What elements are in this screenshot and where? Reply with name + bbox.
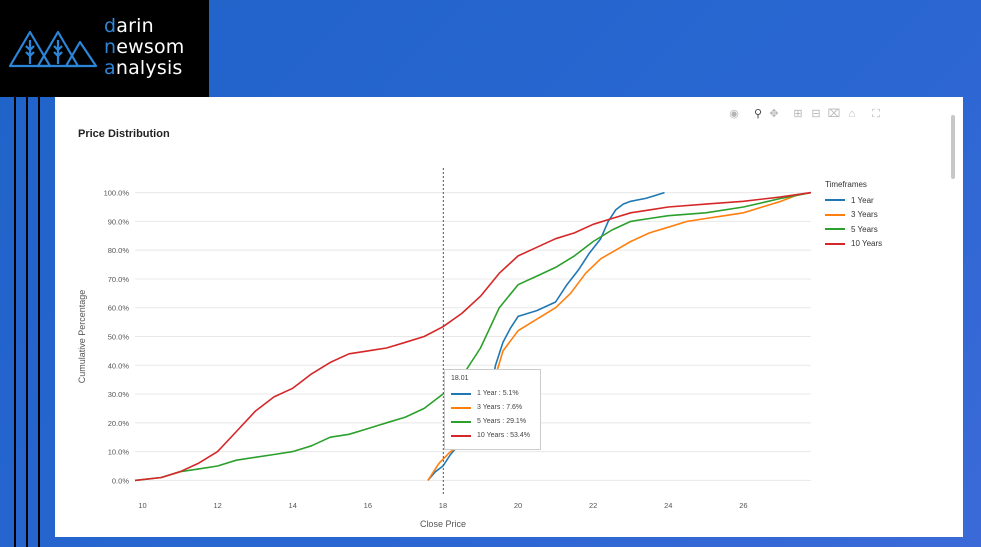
decorative-line [14,97,16,547]
y-tick-label: 30.0% [108,390,130,399]
legend-item-3-years[interactable]: 3 Years [825,208,882,223]
legend-label: 5 Years [851,224,878,234]
y-tick-label: 20.0% [108,419,130,428]
legend-item-5-years[interactable]: 5 Years [825,222,882,237]
y-tick-label: 60.0% [108,304,130,313]
y-tick-label: 0.0% [112,476,129,485]
decorative-line [38,97,40,547]
y-tick-label: 50.0% [108,333,130,342]
legend-item-10-years[interactable]: 10 Years [825,237,882,252]
brand-text: darin newsom analysis [104,15,185,79]
y-tick-label: 100.0% [104,189,130,198]
x-tick-label: 10 [138,501,146,510]
legend-item-1-year[interactable]: 1 Year [825,193,882,208]
x-tick-label: 22 [589,501,597,510]
x-axis-title: Close Price [420,519,466,529]
page-title: Price Distribution [78,128,170,140]
x-tick-label: 12 [213,501,221,510]
pan-icon[interactable]: ✥ [769,108,779,120]
series-line-10-years[interactable] [134,191,812,482]
fullscreen-icon[interactable]: ⛶ [872,108,880,120]
legend-title: Timeframes [825,180,867,189]
cumulative-distribution-chart: 0.0% 10.0% 20.0% 30.0% 40.0% 50.0% 60.0% 70.0% 8… [77,168,812,529]
tooltip-row: 3 Years : 7.6% [451,404,522,411]
x-tick-label: 14 [289,501,297,510]
hover-tooltip: 18.01 1 Year : 5.1% 3 Years : 7.6% 5 Yea… [444,369,541,450]
decorative-line [26,97,28,547]
scrollbar[interactable] [951,115,955,179]
x-tick-label: 16 [364,501,372,510]
legend-swatch [825,213,845,216]
tooltip-title: 18.01 [451,375,469,382]
x-tick-label: 24 [664,501,672,510]
legend-swatch [825,228,845,231]
x-tick-label: 20 [514,501,522,510]
legend-label: 3 Years [851,210,878,220]
x-tick-label: 26 [739,501,747,510]
legend-label: 10 Years [851,239,883,249]
tooltip-row: 1 Year : 5.1% [451,390,519,397]
zoom-icon[interactable]: ⚲ [753,108,763,120]
legend-swatch [825,242,845,245]
tooltip-row: 5 Years : 29.1% [451,418,526,425]
legend-label: 1 Year [851,195,874,205]
x-tick-label: 18 [439,501,447,510]
y-tick-label: 10.0% [108,448,130,457]
mountain-wheat-icon [8,30,98,68]
brand-logo: darin newsom analysis [0,0,209,97]
autoscale-icon[interactable]: ⌧ [827,108,841,120]
reset-axes-icon[interactable]: ⌂ [848,108,856,120]
y-axis-title: Cumulative Percentage [77,290,87,384]
chart-panel: Price Distribution ◉ ⚲ ✥ ⊞ ⊟ ⌧ ⌂ ⛶ 0.0% 1… [55,97,963,537]
camera-icon[interactable]: ◉ [729,108,739,120]
y-tick-label: 80.0% [108,246,130,255]
legend-swatch [825,199,845,202]
zoom-in-icon[interactable]: ⊞ [793,108,803,120]
y-tick-label: 40.0% [108,361,130,370]
tooltip-row: 10 Years : 53.4% [451,432,530,439]
y-tick-label: 90.0% [108,217,130,226]
zoom-out-icon[interactable]: ⊟ [811,108,821,120]
y-tick-label: 70.0% [108,275,130,284]
chart-legend: Timeframes 1 Year 3 Years 5 Years 10 Yea… [825,180,882,251]
